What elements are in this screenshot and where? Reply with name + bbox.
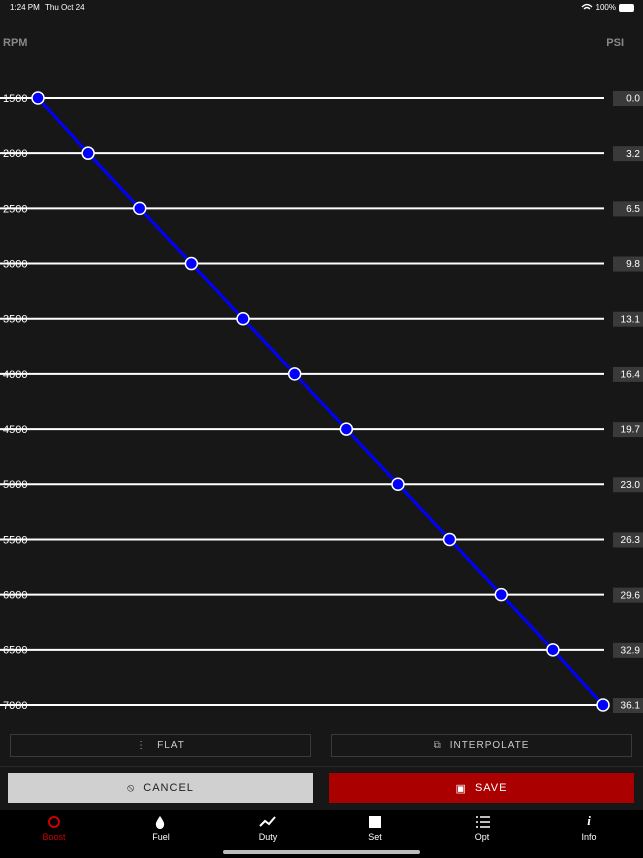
boost-point — [184, 256, 199, 271]
rpm-label: 2500 — [3, 203, 27, 215]
boost-point — [494, 587, 509, 602]
rpm-label: 3500 — [3, 314, 27, 326]
value-box — [613, 422, 643, 438]
x-axis-label: PSI — [606, 37, 624, 49]
battery-icon — [619, 4, 634, 12]
divider — [0, 766, 643, 767]
rpm-label: 5000 — [3, 479, 27, 491]
rpm-label: 7000 — [3, 700, 27, 712]
value-box — [613, 256, 643, 272]
rpm-label: 2000 — [3, 148, 27, 160]
value-label: 0.0 — [626, 94, 640, 105]
rpm-label: 5500 — [3, 534, 27, 546]
boost-point — [236, 311, 250, 326]
value-box — [613, 366, 643, 382]
chart: 1:24 PM Thu Oct 24 100% RPM PSI 1500 0.0 2… — [0, 3, 643, 713]
rpm-label: 4000 — [3, 369, 27, 381]
tab[interactable]: Info — [581, 832, 597, 842]
status-date: Thu Oct 24 — [45, 3, 85, 12]
value-box — [613, 587, 643, 603]
value-box — [613, 201, 643, 217]
value-label: 32.9 — [621, 645, 641, 656]
boost-point — [132, 201, 147, 216]
boost-point — [31, 91, 45, 105]
value-label: 16.4 — [621, 370, 641, 381]
value-box — [613, 532, 643, 548]
value-label: 6.5 — [626, 204, 640, 215]
rpm-label: 3000 — [3, 258, 27, 270]
status-time: 1:24 PM — [10, 3, 40, 12]
boost-point — [339, 422, 354, 436]
status-battery: 100% — [596, 3, 616, 12]
boost-point — [546, 643, 560, 657]
fuel-icon — [155, 816, 165, 829]
rpm-label: 6500 — [3, 645, 27, 657]
value-label: 36.1 — [621, 701, 641, 712]
value-box — [613, 477, 643, 493]
flat-label: FLAT — [157, 740, 185, 751]
wifi-icon — [581, 3, 593, 10]
flat-button[interactable]: ⋮ FLAT — [10, 734, 311, 757]
rpm-label: 6000 — [3, 590, 27, 602]
value-box — [613, 146, 643, 162]
home-indicator — [223, 850, 420, 854]
value-label: 19.7 — [621, 425, 641, 436]
tab[interactable]: Set — [368, 832, 382, 842]
rpm-label: 4500 — [3, 424, 27, 436]
boost-point — [391, 477, 405, 492]
tab-bar: i Boost Fuel Duty Set Opt Info — [0, 810, 643, 858]
tab[interactable]: Opt — [474, 832, 490, 842]
opt-icon — [476, 816, 490, 828]
boost-point — [596, 698, 610, 712]
interpolate-button[interactable]: ⧉ INTERPOLATE — [331, 734, 632, 757]
value-box — [613, 642, 643, 658]
tab[interactable]: Fuel — [152, 832, 170, 842]
tab[interactable]: Duty — [258, 832, 278, 842]
set-icon — [369, 816, 381, 828]
tab[interactable]: Boost — [42, 832, 66, 842]
value-box — [613, 311, 643, 327]
rpm-label: 1500 — [3, 93, 27, 105]
value-label: 9.8 — [626, 259, 640, 270]
save-label: SAVE — [474, 782, 508, 794]
tab-icons: i — [48, 813, 591, 854]
value-label: 3.2 — [626, 149, 640, 160]
value-label: 29.6 — [621, 590, 641, 601]
value-box — [613, 91, 643, 106]
boost-line — [36, 96, 605, 707]
boost-point — [81, 146, 95, 160]
boost-point — [287, 367, 302, 381]
value-label: 13.1 — [621, 314, 641, 325]
duty-icon — [259, 816, 276, 827]
interpolate-label: INTERPOLATE — [449, 740, 530, 751]
y-axis-label: RPM — [3, 37, 27, 49]
value-box — [613, 698, 643, 713]
info-icon: i — [587, 813, 591, 828]
value-label: 23.0 — [621, 480, 641, 491]
save-button[interactable]: ▣ SAVE — [329, 773, 634, 803]
value-label: 26.3 — [621, 535, 641, 546]
cancel-button[interactable]: ⦸ CANCEL — [8, 773, 313, 803]
cancel-label: CANCEL — [143, 782, 194, 794]
boost-point — [442, 532, 457, 547]
boost-icon — [48, 816, 60, 828]
